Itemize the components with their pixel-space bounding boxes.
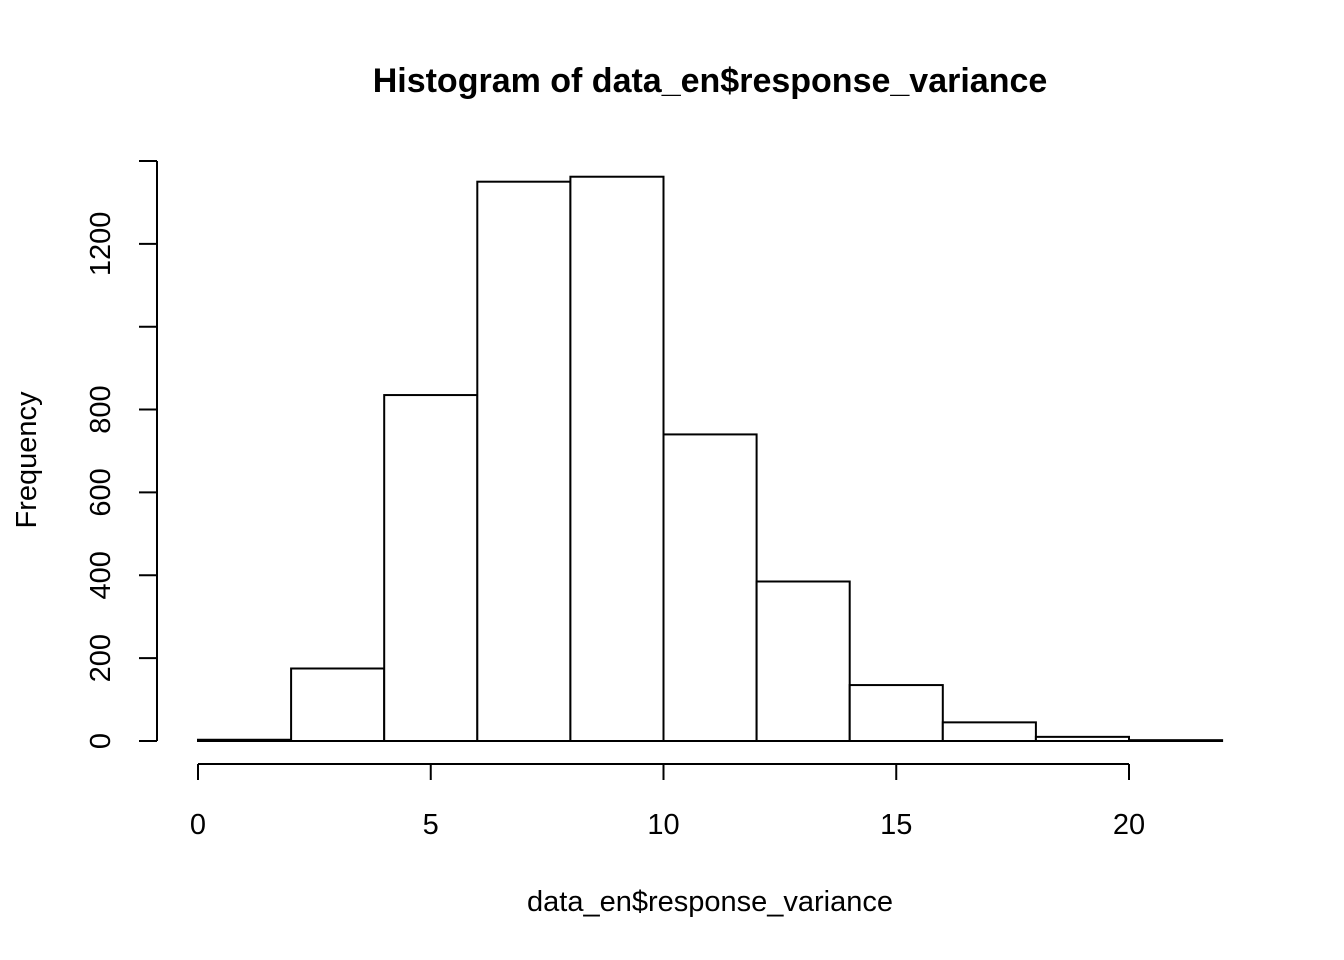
y-tick-label-2: 400 (85, 551, 117, 599)
y-tick-label-3: 600 (85, 468, 117, 516)
x-tick-label-0: 0 (190, 809, 206, 841)
histogram-bar-2 (383, 394, 479, 742)
y-tick-label-6: 1200 (85, 212, 117, 277)
histogram-bar-7 (848, 684, 944, 743)
histogram-bar-0 (197, 738, 293, 742)
x-axis-label: data_en$response_variance (527, 886, 893, 918)
histogram-bar-5 (662, 433, 758, 742)
histogram-bar-8 (941, 721, 1037, 743)
chart-title: Histogram of data_en$response_variance (373, 62, 1048, 100)
x-tick-label-2: 10 (647, 809, 679, 841)
bars-group (197, 175, 1224, 743)
histogram-bar-4 (569, 175, 665, 743)
histogram-bar-10 (1128, 739, 1224, 742)
histogram-bar-6 (755, 580, 851, 742)
histogram-bar-3 (476, 180, 572, 742)
x-tick-label-4: 20 (1113, 809, 1145, 841)
x-tick-label-3: 15 (880, 809, 912, 841)
x-tick-label-1: 5 (423, 809, 439, 841)
x-axis: 0 5 10 15 20 (190, 763, 1145, 841)
y-tick-label-0: 0 (85, 733, 117, 749)
y-tick-label-4: 800 (85, 385, 117, 433)
histogram-bar-1 (290, 667, 386, 742)
y-tick-label-1: 200 (85, 634, 117, 682)
histogram-bar-9 (1034, 735, 1131, 742)
y-axis-label: Frequency (11, 391, 43, 529)
y-axis: 0 200 400 600 800 1200 (85, 159, 158, 749)
